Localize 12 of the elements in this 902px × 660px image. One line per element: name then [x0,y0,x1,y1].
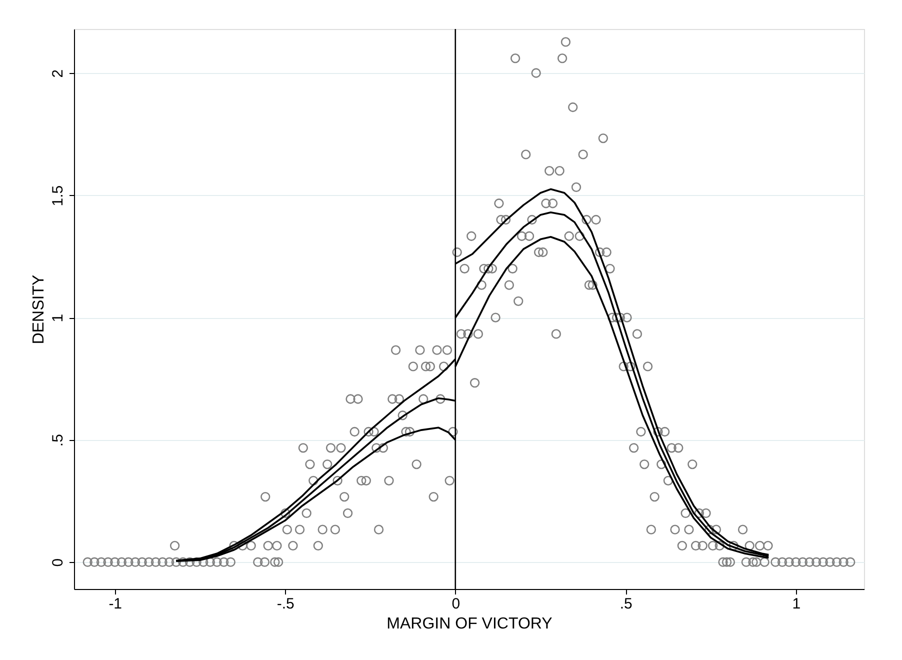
y-tick-label: 0 [50,558,66,567]
x-tick-label: 0 [452,596,460,612]
y-tick-label: .5 [50,434,66,447]
x-tick-label: -1 [108,596,122,612]
y-tick-label: 1.5 [50,185,66,206]
x-tick-label: -.5 [276,596,294,612]
y-tick-label: 1 [50,314,66,322]
x-tick-label: .5 [620,596,632,612]
y-axis-title: DENSITY [30,274,48,344]
x-tick-label: 1 [792,596,801,612]
x-axis-title: MARGIN OF VICTORY [386,616,553,632]
y-tick-label: 2 [50,69,66,78]
